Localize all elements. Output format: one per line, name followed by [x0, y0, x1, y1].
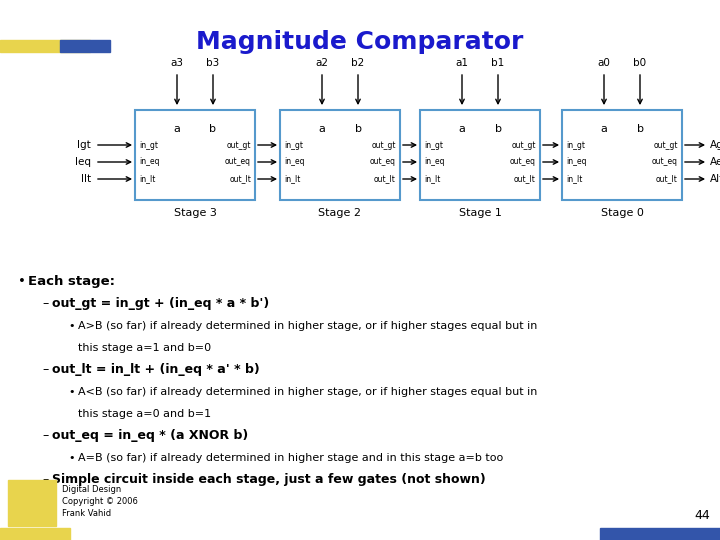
Text: a: a — [459, 124, 465, 134]
Text: b3: b3 — [207, 58, 220, 68]
Text: in_gt: in_gt — [424, 140, 443, 150]
Text: in_eq: in_eq — [424, 158, 444, 166]
Text: b: b — [636, 124, 644, 134]
Text: •: • — [68, 387, 74, 397]
Bar — [420, 110, 540, 200]
Text: out_lt = in_lt + (in_eq * a' * b): out_lt = in_lt + (in_eq * a' * b) — [52, 363, 260, 376]
Text: out_lt: out_lt — [229, 174, 251, 184]
Text: A<B (so far) if already determined in higher stage, or if higher stages equal bu: A<B (so far) if already determined in hi… — [78, 387, 537, 397]
Text: in_gt: in_gt — [566, 140, 585, 150]
Text: a1: a1 — [456, 58, 469, 68]
Text: Digital Design
Copyright © 2006
Frank Vahid: Digital Design Copyright © 2006 Frank Va… — [62, 485, 138, 518]
Text: A>B (so far) if already determined in higher stage, or if higher stages equal bu: A>B (so far) if already determined in hi… — [78, 321, 537, 331]
Text: in_lt: in_lt — [139, 174, 156, 184]
Text: out_lt: out_lt — [514, 174, 536, 184]
Text: b2: b2 — [351, 58, 364, 68]
Bar — [0, 528, 70, 540]
Text: b0: b0 — [634, 58, 647, 68]
Text: out_lt: out_lt — [656, 174, 678, 184]
Text: Stage 3: Stage 3 — [174, 208, 217, 218]
Text: Simple circuit inside each stage, just a few gates (not shown): Simple circuit inside each stage, just a… — [52, 474, 486, 487]
Text: this stage a=1 and b=0: this stage a=1 and b=0 — [78, 343, 211, 353]
Text: out_eq: out_eq — [652, 158, 678, 166]
Text: 44: 44 — [694, 509, 710, 522]
Text: in_eq: in_eq — [139, 158, 160, 166]
Text: a: a — [318, 124, 325, 134]
Text: •: • — [68, 321, 74, 331]
Text: this stage a=0 and b=1: this stage a=0 and b=1 — [78, 409, 211, 419]
Text: out_gt = in_gt + (in_eq * a * b'): out_gt = in_gt + (in_eq * a * b') — [52, 298, 269, 310]
Text: –: – — [42, 474, 48, 487]
Text: out_gt: out_gt — [372, 140, 396, 150]
Bar — [280, 110, 400, 200]
Bar — [60, 40, 110, 52]
Text: b: b — [210, 124, 217, 134]
Text: b1: b1 — [491, 58, 505, 68]
Text: Stage 2: Stage 2 — [318, 208, 361, 218]
Text: out_gt: out_gt — [511, 140, 536, 150]
Text: a: a — [600, 124, 608, 134]
Text: Stage 1: Stage 1 — [459, 208, 501, 218]
Text: in_gt: in_gt — [284, 140, 303, 150]
Text: Ieq: Ieq — [75, 157, 91, 167]
Text: in_gt: in_gt — [139, 140, 158, 150]
Text: out_lt: out_lt — [374, 174, 396, 184]
Text: out_eq = in_eq * (a XNOR b): out_eq = in_eq * (a XNOR b) — [52, 429, 248, 442]
Text: Igt: Igt — [77, 140, 91, 150]
Text: in_lt: in_lt — [424, 174, 441, 184]
Text: a: a — [174, 124, 181, 134]
Text: in_lt: in_lt — [284, 174, 300, 184]
Text: Ilt: Ilt — [81, 174, 91, 184]
Text: Each stage:: Each stage: — [28, 275, 115, 288]
Text: Stage 0: Stage 0 — [600, 208, 644, 218]
Bar — [600, 528, 720, 540]
Text: in_lt: in_lt — [566, 174, 582, 184]
Text: a3: a3 — [171, 58, 184, 68]
Text: AltB: AltB — [710, 174, 720, 184]
Text: A=B (so far) if already determined in higher stage and in this stage a=b too: A=B (so far) if already determined in hi… — [78, 453, 503, 463]
Text: out_gt: out_gt — [654, 140, 678, 150]
Text: out_eq: out_eq — [370, 158, 396, 166]
Bar — [135, 110, 255, 200]
Bar — [562, 110, 682, 200]
Text: a2: a2 — [315, 58, 328, 68]
Text: out_gt: out_gt — [227, 140, 251, 150]
Text: b: b — [495, 124, 502, 134]
Text: out_eq: out_eq — [510, 158, 536, 166]
Text: in_eq: in_eq — [284, 158, 305, 166]
Text: Magnitude Comparator: Magnitude Comparator — [197, 30, 523, 54]
Text: •: • — [68, 453, 74, 463]
Text: a0: a0 — [598, 58, 611, 68]
Text: –: – — [42, 363, 48, 376]
Text: AeqB: AeqB — [710, 157, 720, 167]
Text: –: – — [42, 429, 48, 442]
Text: –: – — [42, 298, 48, 310]
Bar — [8, 480, 56, 526]
Text: out_eq: out_eq — [225, 158, 251, 166]
Text: •: • — [18, 275, 26, 288]
Text: AgtB: AgtB — [710, 140, 720, 150]
Text: in_eq: in_eq — [566, 158, 587, 166]
Bar — [0, 40, 90, 52]
Text: b: b — [354, 124, 361, 134]
